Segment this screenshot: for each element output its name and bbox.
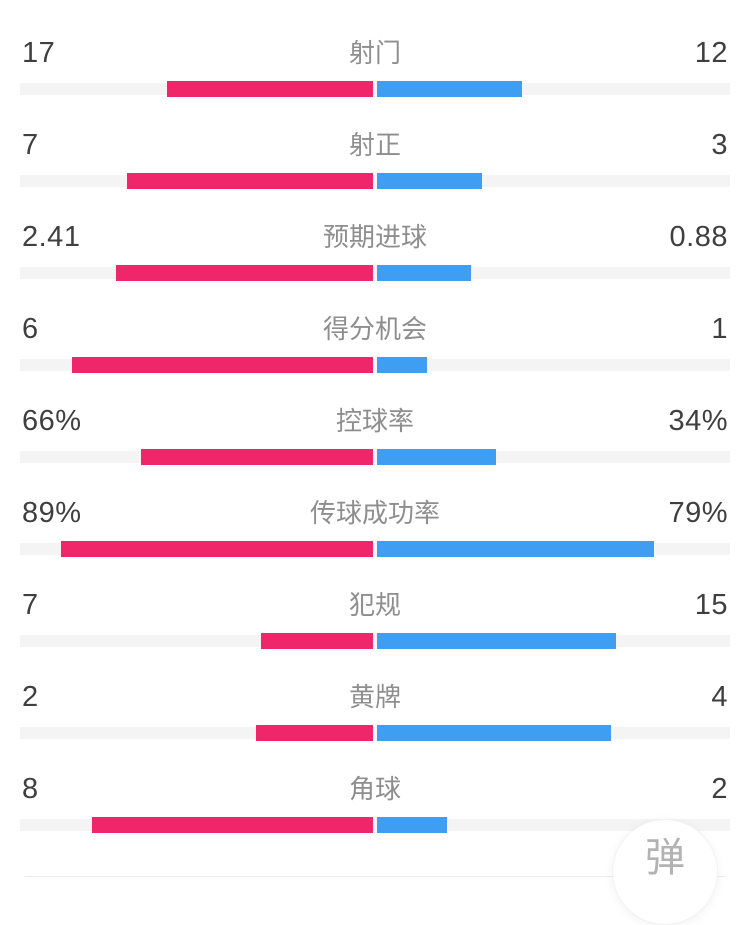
stat-label: 射正 xyxy=(348,130,401,160)
home-bar xyxy=(92,817,373,833)
stat-bar-row xyxy=(20,541,730,557)
stat-label: 得分机会 xyxy=(322,314,427,344)
away-value: 4 xyxy=(711,681,728,713)
stat-row: 89% 传球成功率 79% xyxy=(0,496,750,588)
home-bar xyxy=(141,449,373,465)
match-stats-panel: 17 射门 12 7 射正 3 2.41 预期进球 0.88 xyxy=(0,36,750,864)
home-value: 17 xyxy=(22,37,56,69)
away-value: 15 xyxy=(694,589,728,621)
stat-header: 17 射门 12 xyxy=(22,36,728,70)
home-value: 2.41 xyxy=(22,221,81,253)
stat-label: 预期进球 xyxy=(322,222,427,252)
stat-label: 角球 xyxy=(348,774,401,804)
home-bar xyxy=(256,725,373,741)
home-bar xyxy=(72,357,373,373)
home-bar xyxy=(61,541,373,557)
away-value: 1 xyxy=(711,313,728,345)
danmaku-button-label: 弹 xyxy=(645,836,685,880)
away-bar xyxy=(377,817,447,833)
home-bar xyxy=(127,173,373,189)
stat-header: 89% 传球成功率 79% xyxy=(22,496,728,530)
away-bar xyxy=(377,633,616,649)
stat-row: 66% 控球率 34% xyxy=(0,404,750,496)
stat-header: 7 射正 3 xyxy=(22,128,728,162)
home-value: 2 xyxy=(22,681,39,713)
stat-row: 17 射门 12 xyxy=(0,36,750,128)
stat-row: 7 犯规 15 xyxy=(0,588,750,680)
stat-header: 7 犯规 15 xyxy=(22,588,728,622)
away-value: 12 xyxy=(694,37,728,69)
stat-bar-row xyxy=(20,173,730,189)
stat-row: 6 得分机会 1 xyxy=(0,312,750,404)
stat-row: 2.41 预期进球 0.88 xyxy=(0,220,750,312)
away-value: 3 xyxy=(711,129,728,161)
away-bar xyxy=(377,173,482,189)
danmaku-button[interactable]: 弹 xyxy=(612,819,718,925)
stat-bar-row xyxy=(20,817,730,833)
stat-label: 控球率 xyxy=(335,406,414,436)
home-value: 7 xyxy=(22,589,39,621)
stat-label: 射门 xyxy=(348,38,401,68)
stat-row: 7 射正 3 xyxy=(0,128,750,220)
stat-bar-row xyxy=(20,725,730,741)
stat-bar-row xyxy=(20,357,730,373)
away-value: 2 xyxy=(711,773,728,805)
stat-bar-row xyxy=(20,449,730,465)
stat-header: 66% 控球率 34% xyxy=(22,404,728,438)
home-value: 89% xyxy=(22,497,82,529)
home-value: 6 xyxy=(22,313,39,345)
away-bar xyxy=(377,265,471,281)
away-bar xyxy=(377,449,496,465)
bar-track xyxy=(20,83,730,95)
home-bar xyxy=(167,81,373,97)
stat-bar-row xyxy=(20,81,730,97)
stat-header: 8 角球 2 xyxy=(22,772,728,806)
home-value: 7 xyxy=(22,129,39,161)
stat-row: 8 角球 2 xyxy=(0,772,750,864)
bar-track xyxy=(20,635,730,647)
away-bar xyxy=(377,541,654,557)
stat-bar-row xyxy=(20,633,730,649)
away-value: 79% xyxy=(668,497,728,529)
away-bar xyxy=(377,357,427,373)
stat-label: 犯规 xyxy=(348,590,401,620)
stat-label: 传球成功率 xyxy=(309,498,440,528)
bar-track xyxy=(20,727,730,739)
stat-bar-row xyxy=(20,265,730,281)
away-value: 0.88 xyxy=(669,221,728,253)
stat-label: 黄牌 xyxy=(348,682,401,712)
home-value: 66% xyxy=(22,405,82,437)
home-bar xyxy=(261,633,373,649)
stat-row: 2 黄牌 4 xyxy=(0,680,750,772)
stat-header: 6 得分机会 1 xyxy=(22,312,728,346)
away-bar xyxy=(377,725,611,741)
stat-header: 2.41 预期进球 0.88 xyxy=(22,220,728,254)
home-value: 8 xyxy=(22,773,39,805)
stat-header: 2 黄牌 4 xyxy=(22,680,728,714)
bar-track xyxy=(20,451,730,463)
home-bar xyxy=(116,265,373,281)
away-bar xyxy=(377,81,522,97)
away-value: 34% xyxy=(668,405,728,437)
bottom-divider xyxy=(25,876,725,877)
